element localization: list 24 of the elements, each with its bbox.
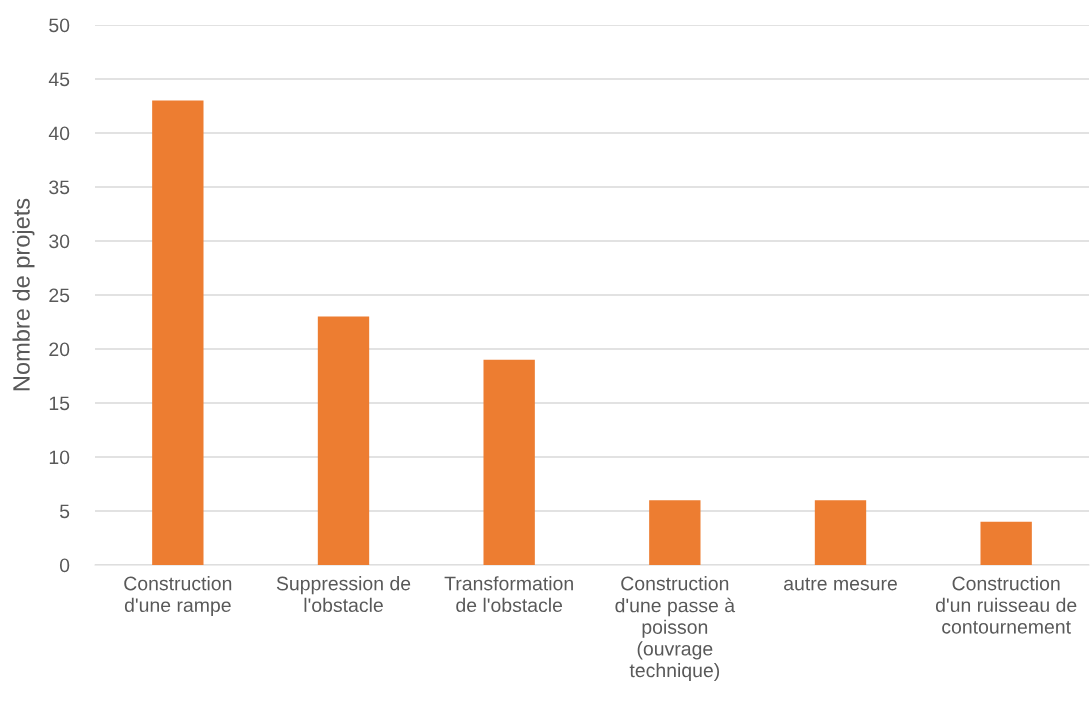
x-tick-label: autre mesure [784,577,897,591]
bar [317,316,370,565]
y-tick-label: 35 [49,180,70,195]
y-tick-label: 15 [49,396,70,411]
y-tick-label: 10 [49,450,70,465]
y-tick-label: 0 [59,558,70,573]
bar [483,359,535,565]
x-tick-label: Construction d'un ruisseau de contournement [935,576,1077,634]
x-tick-label: Construction d'une rampe [124,576,232,616]
x-tick-label: Transformation de l'obstacle [444,576,573,613]
bar [649,500,701,565]
bar [152,100,204,565]
x-tick-label: Suppression de l'obstacle [276,576,411,613]
x-tick-label: Construction d'une passe à poisson (ouvrage technique) [615,576,736,682]
y-tick-label: 25 [49,288,70,303]
y-tick-label: 20 [49,342,70,357]
y-tick-label: 50 [49,18,70,33]
y-tick-label: 45 [48,72,70,87]
y-tick-label: 30 [49,234,70,249]
y-axis-title: Nombre de projets [12,198,35,391]
bar [814,500,867,565]
y-tick-label: 40 [48,126,70,141]
y-tick-label: 5 [59,504,70,519]
bar [980,521,1032,565]
